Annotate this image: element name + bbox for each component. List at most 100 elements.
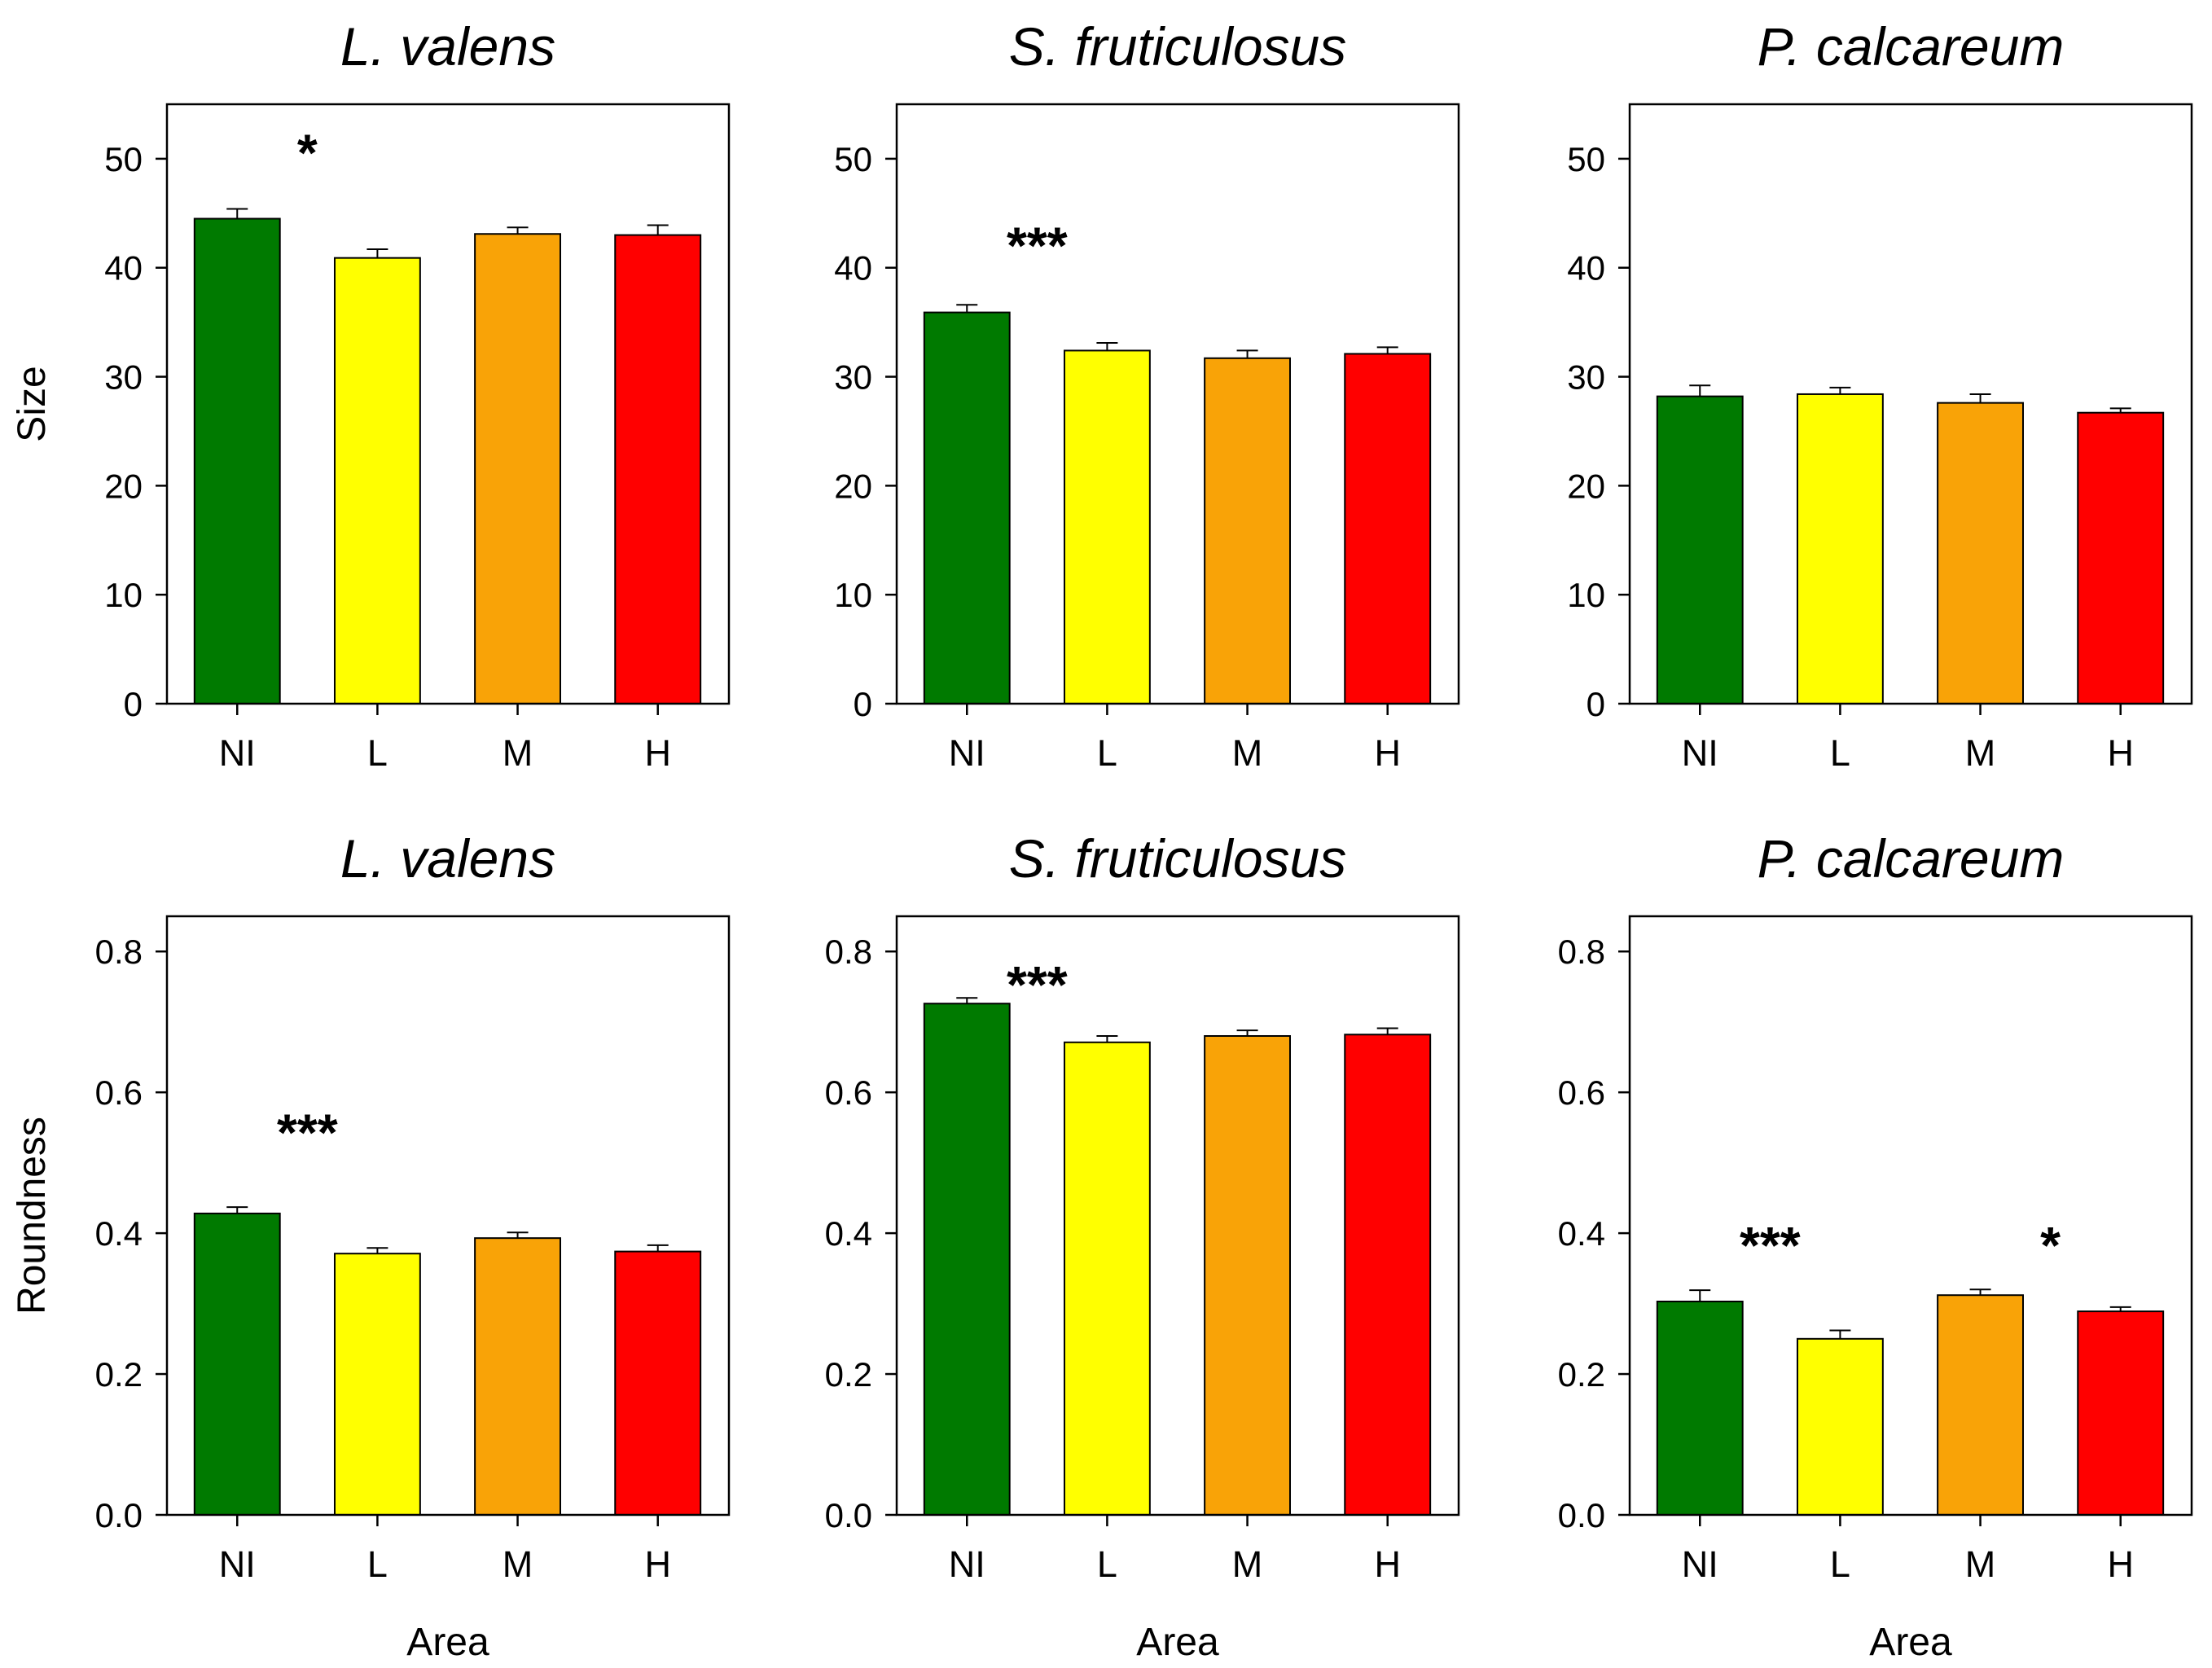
x-tick-label: L [1830,1543,1850,1585]
y-tick-label: 0.2 [825,1355,872,1394]
x-tick-label: NI [949,732,985,774]
bar-m [1937,1294,2025,1517]
plot-frame [165,915,731,1517]
chart-title: P. calcareum [1758,828,2065,889]
x-tick-label: H [644,1543,671,1585]
x-tick-label: L [367,1543,388,1585]
significance-marker: *** [277,1103,338,1161]
y-tick-label: 30 [834,358,872,397]
x-axis-label: Area [1136,1621,1219,1664]
significance-marker: * [297,124,318,182]
chart-panel-5: S. fruticulosus 0.0 0.2 0.4 0.6 0.8 NI L M H Area *… [825,828,1460,1664]
y-tick-label: 0.4 [825,1214,872,1253]
y-tick-label: 10 [1567,576,1605,614]
bar-l [1063,1041,1151,1516]
bar-l [333,257,421,705]
y-tick-label: 0.6 [825,1073,872,1112]
x-tick-label: NI [219,732,256,774]
plot-frame [1628,915,2193,1517]
y-tick-label: 20 [834,467,872,505]
y-tick-label: 0.8 [825,933,872,971]
x-axis-label: Area [1869,1621,1952,1664]
x-tick-label: L [1830,732,1850,774]
x-tick-label: M [503,1543,533,1585]
chart-panel-4: L. valens 0.0 0.2 0.4 0.6 0.8 NI L M H Roundness Ar… [11,828,731,1664]
bar-h [1344,353,1432,705]
y-tick-label: 50 [1567,140,1605,178]
x-axis-label: Area [406,1621,489,1664]
y-tick-label: 10 [104,576,143,614]
plot-frame [1628,103,2193,705]
y-tick-label: 0.8 [1558,933,1605,971]
bar-ni [193,1212,281,1516]
bar-ni [1656,1300,1744,1517]
significance-marker: *** [1740,1216,1801,1275]
bar-ni [193,217,281,705]
chart-title: P. calcareum [1758,16,2065,77]
y-tick-label: 0.4 [95,1214,143,1253]
bar-ni [1656,395,1744,705]
y-tick-label: 0.6 [1558,1073,1605,1112]
bar-m [1204,357,1291,705]
significance-marker: * [2040,1216,2061,1275]
y-tick-label: 30 [104,358,143,397]
x-tick-label: M [1965,732,1996,774]
chart-panel-1: L. valens 0 10 20 30 40 50 NI L M H Size * [11,16,731,774]
bar-ni [923,311,1011,705]
bar-m [1937,402,2025,705]
y-tick-label: 0 [1587,685,1605,723]
y-tick-label: 0.0 [825,1496,872,1534]
bar-ni [923,1003,1011,1516]
chart-title: S. fruticulosus [1009,16,1347,77]
y-tick-label: 0.2 [95,1355,143,1394]
chart-title: S. fruticulosus [1009,828,1347,889]
x-tick-label: NI [219,1543,256,1585]
plot-frame [895,103,1460,705]
y-tick-label: 50 [104,140,143,178]
x-tick-label: M [503,732,533,774]
y-tick-label: 0.0 [95,1496,143,1534]
bar-h [2077,411,2165,705]
bar-m [474,1237,561,1516]
plot-frame [895,915,1460,1517]
y-tick-label: 0.4 [1558,1214,1605,1253]
bar-h [614,1250,702,1516]
x-tick-label: M [1232,1543,1263,1585]
y-tick-label: 30 [1567,358,1605,397]
y-tick-label: 0.2 [1558,1355,1605,1394]
chart-panel-2: S. fruticulosus 0 10 20 30 40 50 NI L M H *** [834,16,1460,774]
y-tick-label: 0.6 [95,1073,143,1112]
x-tick-label: H [2107,1543,2134,1585]
x-tick-label: H [644,732,671,774]
y-tick-label: 40 [1567,249,1605,288]
significance-marker: *** [1007,955,1068,1014]
bar-h [1344,1034,1432,1517]
x-tick-label: M [1232,732,1263,774]
bar-l [333,1253,421,1516]
x-tick-label: NI [1682,1543,1718,1585]
x-tick-label: L [1097,1543,1117,1585]
chart-panel-3: P. calcareum 0 10 20 30 40 50 NI L M H [1567,16,2193,774]
plot-frame [165,103,731,705]
bar-m [1204,1035,1291,1516]
y-tick-label: 0 [854,685,872,723]
x-tick-label: NI [1682,732,1718,774]
y-tick-label: 50 [834,140,872,178]
chart-title: L. valens [340,16,555,77]
y-tick-label: 40 [104,249,143,288]
y-tick-label: 20 [1567,467,1605,505]
x-tick-label: H [1374,1543,1401,1585]
bar-l [1796,393,1884,705]
y-tick-label: 10 [834,576,872,614]
x-tick-label: L [1097,732,1117,774]
x-tick-label: H [2107,732,2134,774]
y-tick-label: 20 [104,467,143,505]
significance-marker: *** [1007,216,1068,274]
y-tick-label: 40 [834,249,872,288]
x-tick-label: H [1374,732,1401,774]
y-axis-label: Roundness [11,1117,54,1315]
x-tick-label: L [367,732,388,774]
y-tick-label: 0 [124,685,143,723]
